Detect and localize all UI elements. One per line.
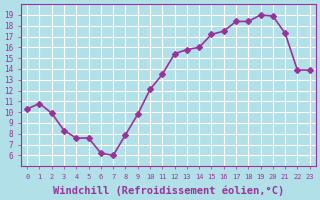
X-axis label: Windchill (Refroidissement éolien,°C): Windchill (Refroidissement éolien,°C): [53, 185, 284, 196]
